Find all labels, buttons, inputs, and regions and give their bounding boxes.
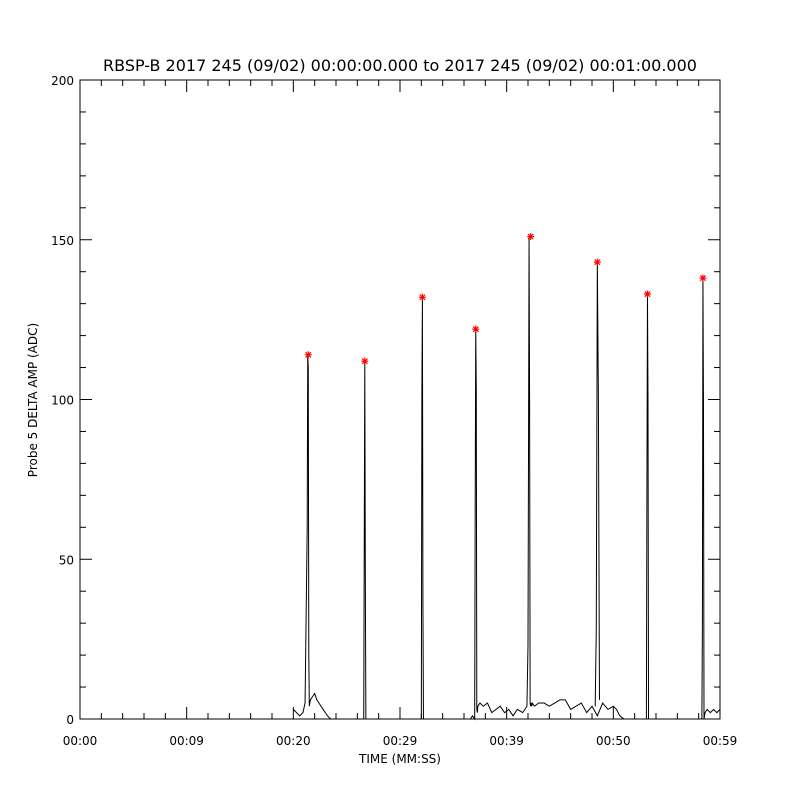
y-tick-label: 100: [51, 394, 74, 408]
x-tick-label: 00:09: [169, 734, 204, 748]
x-axis-label: TIME (MM:SS): [358, 752, 441, 766]
axes-group: 0 50 100 150 200 00:00 00:09 00:20 00:29 00:39 00:…: [51, 74, 737, 748]
peak-marker-stroke: [527, 233, 534, 240]
x-tick-label: 00:39: [489, 734, 524, 748]
peak-marker-stroke: [594, 259, 601, 266]
y-tick-label: 150: [51, 234, 74, 248]
peak-marker-stroke: [472, 326, 479, 333]
peak-marker: [304, 351, 312, 359]
x-tick-label: 00:00: [63, 734, 98, 748]
y-tick-label: 200: [51, 74, 74, 88]
peak-marker: [527, 233, 535, 241]
y-axis-label: Probe 5 DELTA AMP (ADC): [26, 323, 40, 477]
peak-marker: [699, 274, 707, 282]
signal-spike: [594, 262, 600, 707]
markers-group: [304, 233, 707, 365]
peak-marker-stroke: [419, 294, 426, 301]
peak-marker: [472, 325, 480, 333]
y-tick-label: 50: [59, 553, 74, 567]
peak-marker: [418, 293, 426, 301]
plot-frame: [79, 79, 721, 720]
peak-marker-stroke: [361, 358, 368, 365]
peak-marker: [593, 258, 601, 266]
peak-marker-stroke: [305, 351, 312, 358]
chart-title: RBSP-B 2017 245 (09/02) 00:00:00.000 to …: [103, 56, 697, 75]
peak-marker-stroke: [644, 291, 651, 298]
series-group: [292, 236, 721, 721]
peak-marker: [361, 357, 369, 365]
peak-marker-stroke: [699, 275, 706, 282]
peak-marker: [643, 290, 651, 298]
x-tick-label: 00:20: [276, 734, 311, 748]
signal-trace: [292, 236, 721, 721]
x-tick-label: 00:59: [703, 734, 738, 748]
x-tick-label: 00:50: [596, 734, 631, 748]
x-tick-label: 00:29: [383, 734, 418, 748]
y-tick-label: 0: [66, 713, 74, 727]
